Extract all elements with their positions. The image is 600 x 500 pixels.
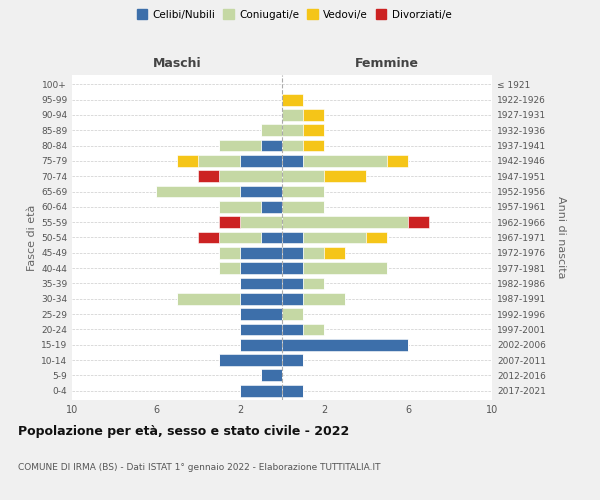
Y-axis label: Anni di nascita: Anni di nascita <box>556 196 566 279</box>
Bar <box>282 155 303 167</box>
Bar <box>282 232 303 243</box>
Bar <box>261 232 282 243</box>
Bar <box>282 201 324 213</box>
Bar <box>240 186 282 198</box>
Bar <box>282 247 303 259</box>
Bar <box>303 247 324 259</box>
Bar <box>240 308 282 320</box>
Bar <box>387 155 408 167</box>
Bar <box>282 140 303 151</box>
Bar <box>303 140 324 151</box>
Bar <box>219 216 240 228</box>
Bar <box>240 262 282 274</box>
Bar <box>282 186 324 198</box>
Bar <box>366 232 387 243</box>
Y-axis label: Fasce di età: Fasce di età <box>27 204 37 270</box>
Bar <box>282 262 303 274</box>
Text: COMUNE DI IRMA (BS) - Dati ISTAT 1° gennaio 2022 - Elaborazione TUTTITALIA.IT: COMUNE DI IRMA (BS) - Dati ISTAT 1° genn… <box>18 463 380 472</box>
Bar <box>240 339 282 351</box>
Bar <box>282 308 303 320</box>
Bar <box>303 293 345 305</box>
Bar <box>219 262 240 274</box>
Bar <box>282 109 303 121</box>
Bar <box>303 109 324 121</box>
Bar <box>240 216 282 228</box>
Bar <box>303 262 387 274</box>
Bar <box>240 155 282 167</box>
Bar <box>303 232 366 243</box>
Text: Maschi: Maschi <box>152 58 202 70</box>
Bar <box>324 170 366 182</box>
Bar <box>261 370 282 382</box>
Bar <box>261 124 282 136</box>
Bar <box>219 201 261 213</box>
Legend: Celibi/Nubili, Coniugati/e, Vedovi/e, Divorziati/e: Celibi/Nubili, Coniugati/e, Vedovi/e, Di… <box>133 5 455 24</box>
Bar <box>324 247 345 259</box>
Bar <box>303 155 387 167</box>
Bar <box>198 170 219 182</box>
Bar <box>282 216 408 228</box>
Bar <box>219 232 261 243</box>
Bar <box>303 324 324 336</box>
Bar <box>282 385 303 397</box>
Bar <box>282 339 408 351</box>
Bar <box>219 140 261 151</box>
Bar <box>408 216 429 228</box>
Bar <box>303 278 324 289</box>
Bar <box>240 324 282 336</box>
Bar <box>240 293 282 305</box>
Bar <box>282 278 303 289</box>
Bar <box>282 324 303 336</box>
Bar <box>240 247 282 259</box>
Bar <box>177 293 240 305</box>
Bar <box>282 94 303 106</box>
Text: Popolazione per età, sesso e stato civile - 2022: Popolazione per età, sesso e stato civil… <box>18 425 349 438</box>
Bar <box>261 140 282 151</box>
Bar <box>282 354 303 366</box>
Bar <box>282 124 303 136</box>
Bar <box>261 201 282 213</box>
Bar <box>282 293 303 305</box>
Bar <box>219 354 282 366</box>
Bar <box>219 247 240 259</box>
Text: Femmine: Femmine <box>355 58 419 70</box>
Bar <box>303 124 324 136</box>
Bar <box>198 155 240 167</box>
Bar <box>240 278 282 289</box>
Bar <box>177 155 198 167</box>
Bar <box>240 385 282 397</box>
Bar <box>219 170 282 182</box>
Bar <box>282 170 324 182</box>
Bar <box>156 186 240 198</box>
Bar <box>198 232 219 243</box>
